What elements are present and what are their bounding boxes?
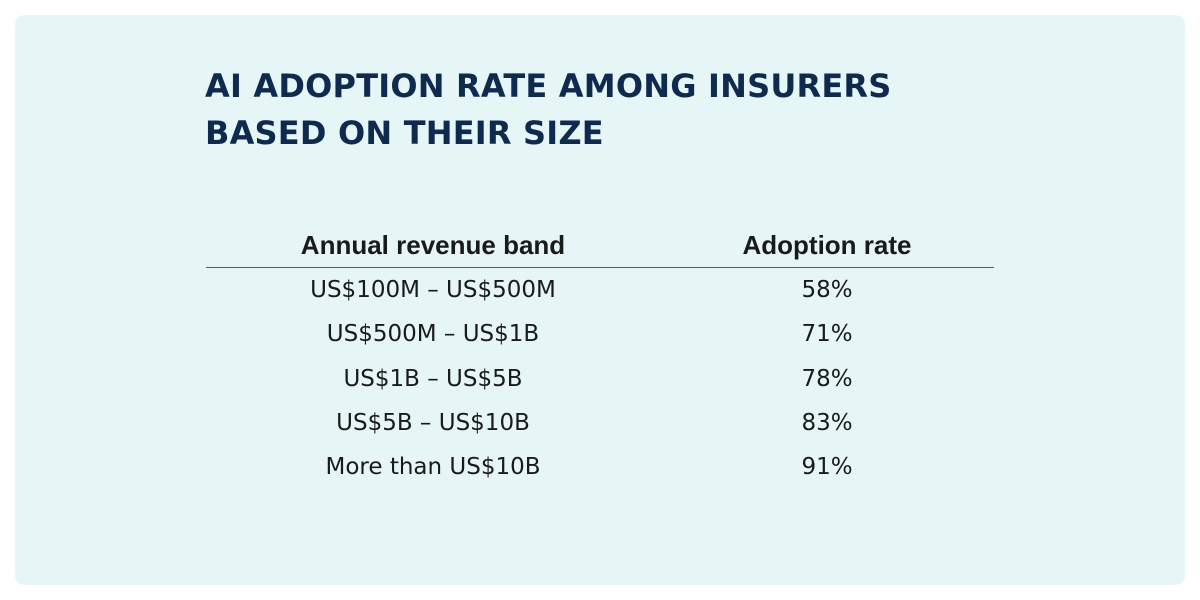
table-row: US$100M – US$500M 58% <box>206 268 994 313</box>
adoption-rate-cell: 78% <box>801 365 853 392</box>
column-header-adoption-rate: Adoption rate <box>660 223 994 268</box>
adoption-rate-cell: 91% <box>801 454 853 481</box>
adoption-rate-cell: 83% <box>801 410 853 437</box>
revenue-band-cell: US$100M – US$500M <box>310 277 556 304</box>
revenue-band-cell: More than US$10B <box>325 454 541 481</box>
revenue-band-cell: US$500M – US$1B <box>326 321 540 348</box>
chart-title: AI ADOPTION RATE AMONG INSURERS BASED ON… <box>205 63 1005 157</box>
table-header-row: Annual revenue band Adoption rate <box>206 223 994 268</box>
adoption-rate-cell: 71% <box>801 321 853 348</box>
revenue-band-cell: US$5B – US$10B <box>336 410 530 437</box>
table-row: US$500M – US$1B 71% <box>206 312 994 356</box>
chart-title-line-1: AI ADOPTION RATE AMONG INSURERS <box>205 67 892 105</box>
adoption-table-container: Annual revenue band Adoption rate US$100… <box>206 223 994 489</box>
table-row: US$1B – US$5B 78% <box>206 357 994 401</box>
chart-title-line-2: BASED ON THEIR SIZE <box>205 114 604 152</box>
column-header-revenue-band: Annual revenue band <box>206 223 660 268</box>
revenue-band-cell: US$1B – US$5B <box>343 365 523 392</box>
table-row: US$5B – US$10B 83% <box>206 401 994 445</box>
infographic-card: AI ADOPTION RATE AMONG INSURERS BASED ON… <box>15 15 1185 585</box>
table-row: More than US$10B 91% <box>206 445 994 489</box>
adoption-table: Annual revenue band Adoption rate US$100… <box>206 223 994 489</box>
adoption-rate-cell: 58% <box>801 277 853 304</box>
